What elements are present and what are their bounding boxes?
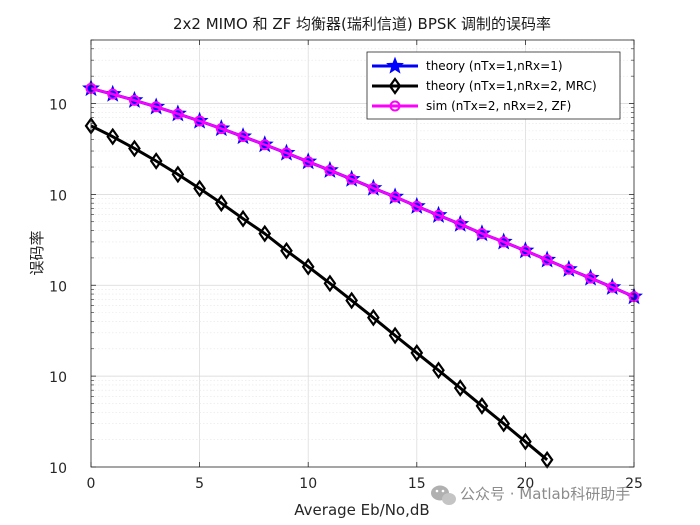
data-point	[606, 281, 618, 293]
data-point	[519, 245, 531, 257]
watermark: 公众号 · Matlab科研助手	[431, 485, 630, 505]
y-tick-labels: 10-510-410-310-210-1	[49, 98, 67, 477]
data-point	[258, 224, 272, 243]
data-point	[259, 139, 271, 151]
data-point	[128, 139, 141, 158]
legend-marker	[389, 100, 401, 112]
data-point	[280, 147, 292, 159]
data-point	[410, 344, 424, 362]
data-point	[389, 191, 401, 203]
data-point	[193, 179, 206, 198]
data-point	[388, 326, 402, 345]
data-point	[194, 115, 206, 127]
legend-label: theory (nTx=1,nRx=2, MRC)	[426, 79, 597, 93]
data-point	[454, 218, 466, 230]
watermark-text: 公众号 · Matlab科研助手	[460, 485, 630, 503]
data-point	[475, 397, 489, 415]
data-point	[280, 241, 293, 260]
y-tick-label: 10	[49, 461, 67, 477]
legend-entry: theory (nTx=1,nRx=2, MRC)	[372, 77, 597, 95]
series-line	[90, 124, 549, 461]
legend-marker	[388, 77, 402, 95]
x-tick-label: 25	[625, 476, 643, 492]
data-point	[476, 228, 488, 240]
y-tick-label: 10	[49, 98, 67, 114]
data-point	[433, 209, 445, 221]
series-diamond	[84, 116, 554, 469]
x-tick-label: 0	[87, 476, 96, 492]
series-group	[82, 79, 643, 469]
x-tick-label: 15	[408, 476, 426, 492]
plot-frame	[90, 39, 635, 468]
data-point	[172, 108, 184, 120]
x-axis-label: Average Eb/No,dB	[294, 501, 429, 519]
x-tick-labels: 0 5 10 15 20 25	[87, 476, 643, 492]
data-point	[302, 156, 314, 168]
y-tick-label: 10	[49, 188, 67, 204]
data-point	[367, 182, 379, 194]
y-tick-label: 10	[49, 370, 67, 386]
data-point	[541, 254, 553, 266]
data-point	[323, 274, 337, 293]
x-tick-label: 10	[299, 476, 317, 492]
wechat-icon	[431, 485, 456, 505]
legend: theory (nTx=1,nRx=1) theory (nTx=1,nRx=2,…	[366, 51, 621, 120]
data-point	[236, 209, 250, 228]
data-point	[106, 127, 120, 146]
legend-entry: sim (nTx=2, nRx=2, ZF)	[372, 99, 571, 113]
legend-label: sim (nTx=2, nRx=2, ZF)	[426, 99, 571, 113]
data-point	[367, 308, 380, 327]
x-tick-label: 5	[195, 476, 204, 492]
series-circle	[85, 82, 640, 303]
data-point	[563, 263, 575, 275]
data-point	[585, 272, 597, 284]
data-point	[107, 88, 119, 100]
data-point	[411, 200, 423, 212]
data-point	[432, 361, 445, 380]
y-axis-label: 误码率	[28, 230, 46, 275]
data-point	[237, 130, 249, 142]
legend-entry: theory (nTx=1,nRx=1)	[372, 56, 563, 74]
legend-marker	[386, 56, 404, 74]
data-point	[215, 123, 227, 135]
data-point	[345, 291, 358, 310]
data-point	[324, 164, 336, 176]
data-point	[498, 236, 510, 248]
data-point	[149, 152, 163, 170]
data-point	[214, 194, 228, 213]
data-point	[519, 432, 532, 451]
chart-title: 2x2 MIMO 和 ZF 均衡器(瑞利信道) BPSK 调制的误码率	[173, 15, 551, 33]
data-point	[150, 101, 162, 113]
data-point	[453, 379, 467, 397]
data-point	[171, 165, 185, 184]
data-point	[301, 257, 315, 276]
tick-marks	[90, 39, 635, 468]
x-tick-label: 20	[516, 476, 534, 492]
data-point	[497, 414, 511, 433]
legend-label: theory (nTx=1,nRx=1)	[426, 59, 563, 73]
data-point	[346, 173, 358, 185]
y-tick-label: 10	[49, 279, 67, 295]
data-point	[128, 94, 140, 106]
